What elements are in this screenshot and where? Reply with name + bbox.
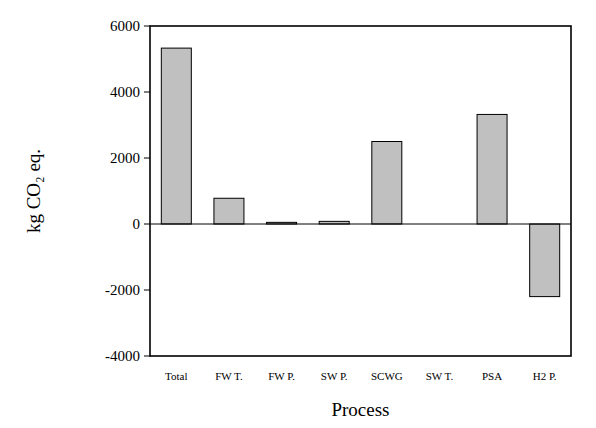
- x-tick-label: H2 P.: [533, 370, 557, 382]
- y-tick-label: 0: [133, 216, 141, 232]
- y-tick-label: 4000: [110, 84, 140, 100]
- bar: [161, 48, 191, 224]
- y-tick: [144, 158, 150, 159]
- x-tick-label: SCWG: [371, 370, 403, 382]
- bars: [161, 48, 559, 296]
- bar: [530, 224, 560, 297]
- plot-frame: [150, 26, 571, 356]
- bar: [214, 198, 244, 224]
- zero-line: [150, 224, 571, 225]
- y-tick: [144, 290, 150, 291]
- bar: [477, 114, 507, 224]
- x-tick-label: FW P.: [268, 370, 295, 382]
- y-tick: [144, 356, 150, 357]
- y-tick-label: 6000: [110, 18, 140, 34]
- x-tick-label: SW P.: [321, 370, 348, 382]
- y-axis-label: kg CO₂ eq.: [23, 149, 44, 233]
- y-tick-label: -4000: [105, 348, 140, 364]
- y-tick-label: -2000: [105, 282, 140, 298]
- x-tick-label: SW T.: [426, 370, 454, 382]
- y-tick-label: 2000: [110, 150, 140, 166]
- chart-container: -4000 -2000 0 2000 4000 6000 Total FW T. FW P. SW…: [0, 0, 596, 428]
- chart-svg: -4000 -2000 0 2000 4000 6000 Total FW T. FW P. SW…: [0, 0, 596, 428]
- bar: [372, 142, 402, 225]
- x-tick-label: PSA: [482, 370, 502, 382]
- x-tick-label: Total: [165, 370, 187, 382]
- y-tick: [144, 26, 150, 27]
- x-axis-label: Process: [331, 399, 389, 420]
- x-tick-label: FW T.: [215, 370, 243, 382]
- y-tick: [144, 224, 150, 225]
- y-tick: [144, 92, 150, 93]
